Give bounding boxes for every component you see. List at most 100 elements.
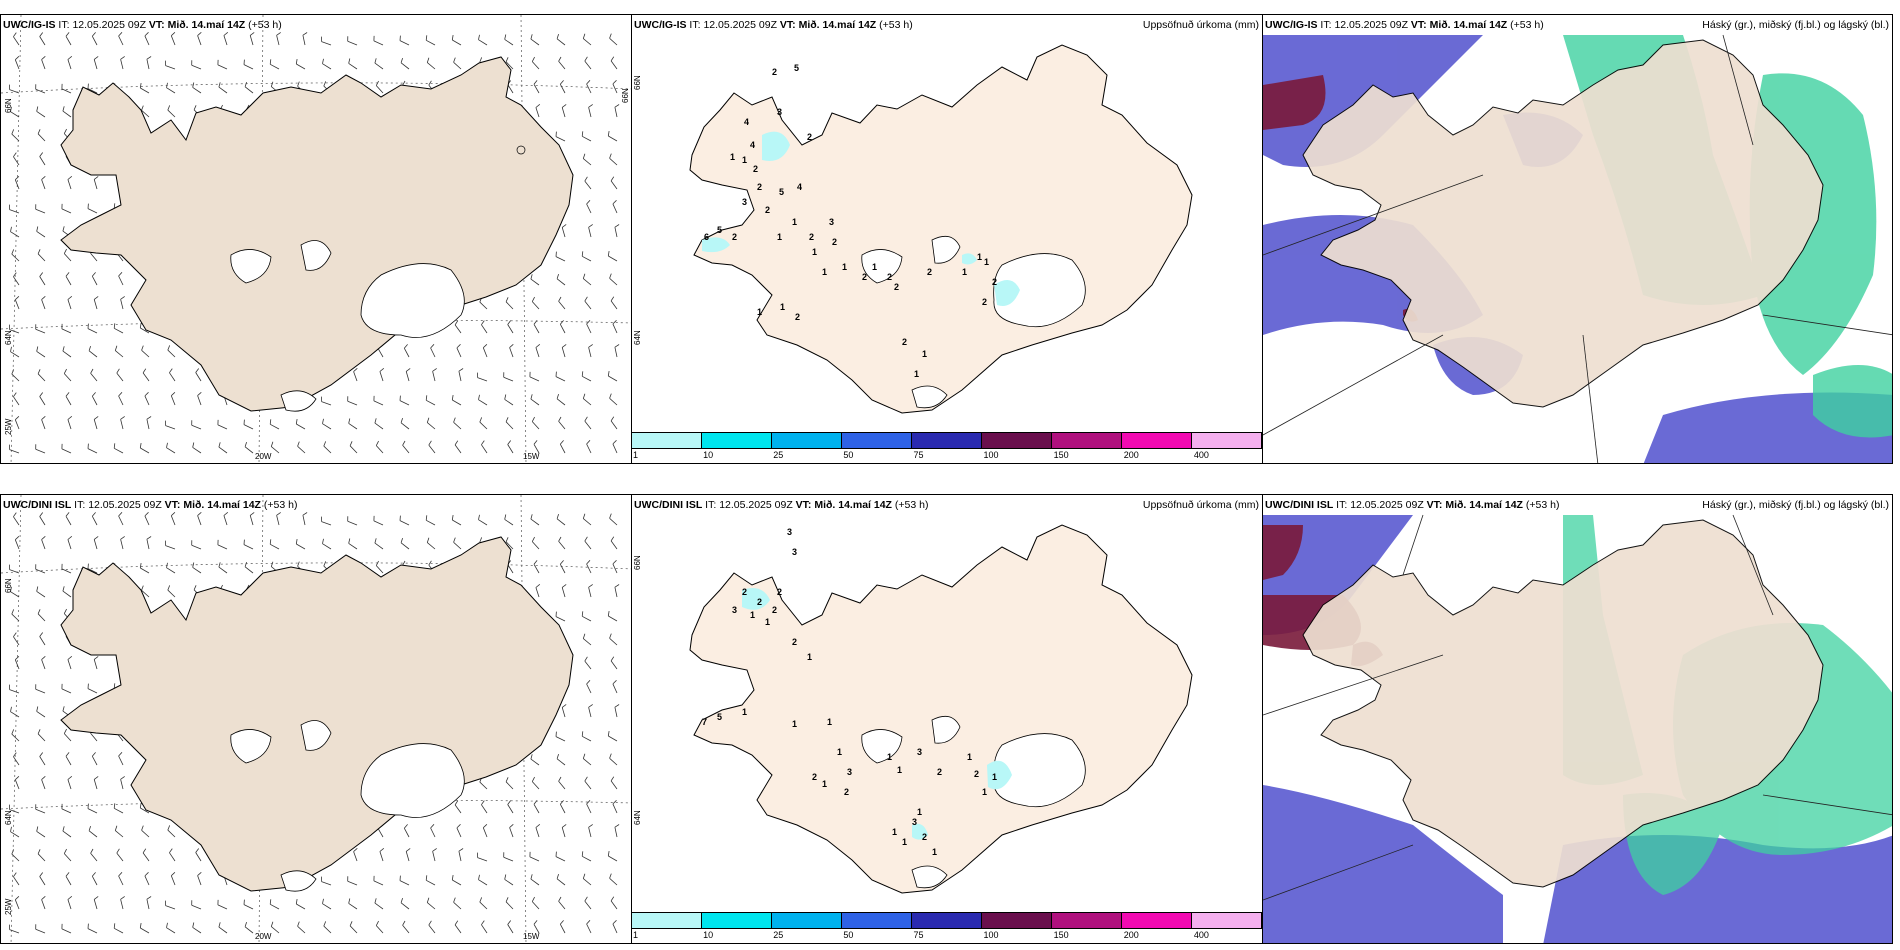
glaciers xyxy=(230,720,465,892)
precip-value: 4 xyxy=(797,182,802,192)
precip-value: 5 xyxy=(794,63,799,73)
cloud-title: Háský (gr.), miðský (fj.bl.) og lágský (… xyxy=(1702,19,1889,31)
colorbar-swatch xyxy=(1192,913,1261,928)
precip-value: 3 xyxy=(912,817,917,827)
colorbar-label: 50 xyxy=(843,450,854,460)
colorbar-label: 25 xyxy=(773,930,784,940)
panel-header: UWC/DINI ISL IT: 12.05.2025 09Z VT: Mið.… xyxy=(1265,499,1560,511)
colorbar-label: 400 xyxy=(1193,450,1209,460)
colorbar-swatch xyxy=(842,913,912,928)
colorbar-swatch xyxy=(1192,433,1261,448)
precip-value: 2 xyxy=(772,605,777,615)
precip-value: 2 xyxy=(992,277,997,287)
wind-map xyxy=(1,495,631,943)
colorbar-label: 1 xyxy=(633,450,639,460)
precip-title: Uppsöfnuð úrkoma (mm) xyxy=(1142,499,1259,511)
colorbar-label: 1 xyxy=(633,930,639,940)
lon-label-25w: 25W xyxy=(4,898,13,915)
precip-value: 1 xyxy=(932,847,937,857)
colorbar-swatch xyxy=(1052,433,1122,448)
precip-value: 1 xyxy=(917,807,922,817)
colorbar-label: 400 xyxy=(1193,930,1209,940)
colorbar-label: 200 xyxy=(1123,930,1139,940)
colorbar-label: 10 xyxy=(703,930,714,940)
precip-value: 1 xyxy=(765,617,770,627)
colorbar-labels-row2: 1 10 25 50 75 100 150 200 400 xyxy=(631,930,1262,942)
precip-value: 2 xyxy=(753,164,758,174)
precip-value: 1 xyxy=(780,302,785,312)
precip-value: 1 xyxy=(822,779,827,789)
wind-panel-row2: UWC/DINI ISL IT: 12.05.2025 09Z VT: Mið.… xyxy=(0,494,632,944)
lat-label-66n-right: 66N xyxy=(621,88,630,103)
precip-value: 2 xyxy=(757,597,762,607)
precip-value: 1 xyxy=(730,152,735,162)
colorbar-swatch xyxy=(632,433,702,448)
lat-label-64n: 64N xyxy=(4,810,13,825)
precip-value: 2 xyxy=(777,587,782,597)
precip-value: 2 xyxy=(844,787,849,797)
glaciers xyxy=(861,715,1086,889)
colorbar-swatch xyxy=(912,433,982,448)
cloud-panel-row1: UWC/IG-IS IT: 12.05.2025 09Z VT: Mið. 14… xyxy=(1262,14,1893,464)
precip-value: 2 xyxy=(982,297,987,307)
precip-value: 2 xyxy=(792,637,797,647)
precip-value: 3 xyxy=(787,527,792,537)
colorbar-swatch xyxy=(982,913,1052,928)
lat-label-66n: 66N xyxy=(4,578,13,593)
precip-value: 1 xyxy=(842,262,847,272)
precip-value: 1 xyxy=(902,837,907,847)
precip-value: 1 xyxy=(897,765,902,775)
colorbar-labels-row1: 1 10 25 50 75 100 150 200 400 xyxy=(631,450,1262,462)
precip-value: 2 xyxy=(742,587,747,597)
precip-value: 2 xyxy=(922,832,927,842)
precip-value: 3 xyxy=(917,747,922,757)
precip-value: 1 xyxy=(812,247,817,257)
precip-value: 2 xyxy=(927,267,932,277)
precip-value: 3 xyxy=(732,605,737,615)
iceland-land xyxy=(1302,519,1824,888)
precip-value: 1 xyxy=(872,262,877,272)
panel-header: UWC/IG-IS IT: 12.05.2025 09Z VT: Mið. 14… xyxy=(3,19,282,31)
precip-value: 6 xyxy=(704,232,709,242)
colorbar-label: 200 xyxy=(1123,450,1139,460)
lon-label-15w: 15W xyxy=(523,452,540,461)
precip-value: 2 xyxy=(974,769,979,779)
lon-label-15w: 15W xyxy=(523,932,540,941)
colorbar-label: 100 xyxy=(983,930,999,940)
precip-value: 1 xyxy=(827,717,832,727)
precip-colorbar-row1 xyxy=(631,432,1262,449)
cloud-title: Háský (gr.), miðský (fj.bl.) og lágský (… xyxy=(1702,499,1889,511)
colorbar-swatch xyxy=(912,913,982,928)
precip-value: 1 xyxy=(792,217,797,227)
colorbar-label: 50 xyxy=(843,930,854,940)
wind-map xyxy=(1,15,631,463)
lat-label-64n: 64N xyxy=(633,810,642,825)
precip-value: 1 xyxy=(757,307,762,317)
precip-value: 5 xyxy=(717,225,722,235)
colorbar-label: 100 xyxy=(983,450,999,460)
precip-value: 1 xyxy=(977,252,982,262)
precip-value: 2 xyxy=(894,282,899,292)
precip-value: 1 xyxy=(807,652,812,662)
precip-value: 2 xyxy=(807,132,812,142)
precip-title: Uppsöfnuð úrkoma (mm) xyxy=(1142,19,1259,31)
glaciers xyxy=(230,240,465,412)
precip-value: 1 xyxy=(887,752,892,762)
colorbar-label: 150 xyxy=(1053,450,1069,460)
panel-header: UWC/IG-IS IT: 12.05.2025 09Z VT: Mið. 14… xyxy=(1265,19,1544,31)
lat-label-66n: 66N xyxy=(633,555,642,570)
precip-value: 7 xyxy=(702,717,707,727)
precip-areas xyxy=(702,131,1020,306)
graticule xyxy=(1263,34,1892,463)
precip-colorbar-row2 xyxy=(631,912,1262,929)
precip-value: 2 xyxy=(765,205,770,215)
colorbar-label: 25 xyxy=(773,450,784,460)
precip-value: 2 xyxy=(812,772,817,782)
precip-value: 1 xyxy=(750,610,755,620)
precip-value: 2 xyxy=(732,232,737,242)
precip-value: 1 xyxy=(837,747,842,757)
iceland-land xyxy=(689,524,1193,894)
